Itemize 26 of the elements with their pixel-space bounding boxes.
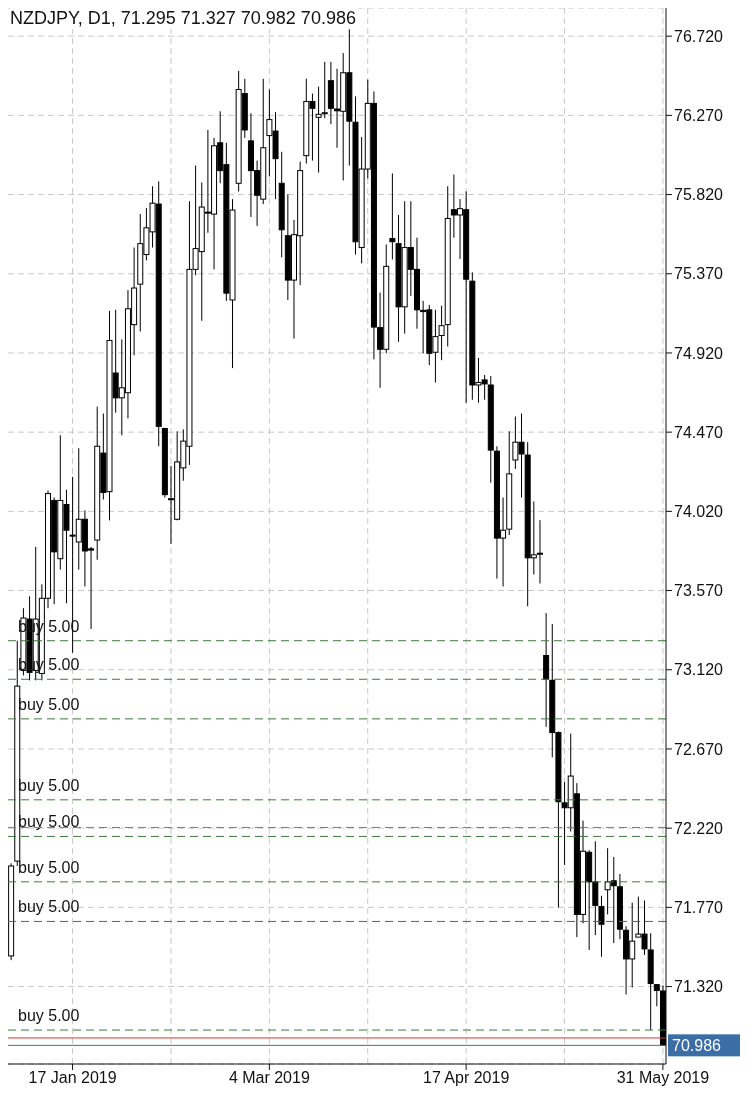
- ref-line-label: buy 5.00: [18, 858, 80, 876]
- y-tick-label: 72.670: [674, 740, 724, 758]
- x-tick-label: 31 May 2019: [616, 1069, 710, 1087]
- ref-line-label: buy 5.00: [18, 898, 80, 916]
- ref-line-label: buy 5.00: [18, 1007, 80, 1025]
- ref-line-label: 70.986: [672, 1037, 722, 1055]
- x-tick-label: 4 Mar 2019: [228, 1069, 310, 1087]
- y-tick-label: 76.720: [674, 27, 724, 45]
- x-tick-label: 17 Apr 2019: [422, 1069, 510, 1087]
- y-tick-label: 74.020: [674, 503, 724, 521]
- y-tick-label: 75.370: [674, 265, 724, 283]
- y-tick-label: 76.270: [674, 107, 724, 125]
- y-tick-label: 73.120: [674, 661, 724, 679]
- y-tick-label: 71.770: [674, 899, 724, 917]
- candlestick: [598, 895, 605, 958]
- y-tick-label: 73.570: [674, 582, 724, 600]
- candlestick: [321, 61, 328, 119]
- y-tick-label: 74.920: [674, 344, 724, 362]
- candlestick: [543, 612, 550, 728]
- y-tick-label: 74.470: [674, 423, 724, 441]
- chart-title: NZDJPY, D1, 71.295 71.327 70.982 70.986: [10, 8, 356, 29]
- y-tick-label: 72.220: [674, 819, 724, 837]
- x-tick-label: 17 Jan 2019: [28, 1069, 117, 1087]
- y-tick-label: 75.820: [674, 186, 724, 204]
- candlestick: [315, 86, 322, 174]
- y-tick-label: 71.320: [674, 978, 724, 996]
